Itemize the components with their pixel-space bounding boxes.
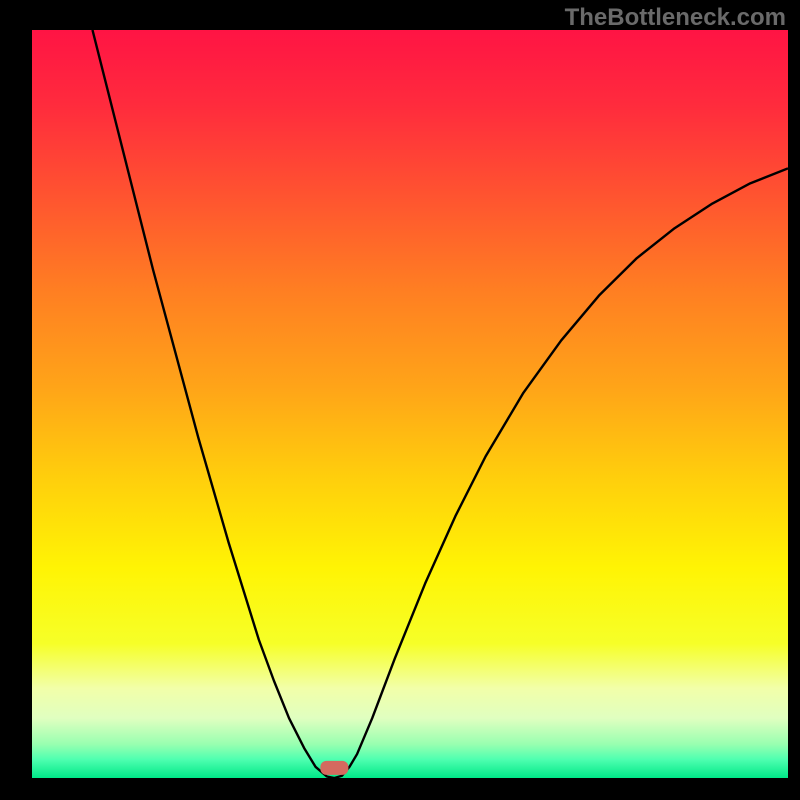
chart-container: TheBottleneck.com: [0, 0, 800, 800]
min-marker: [321, 760, 348, 774]
watermark-text: TheBottleneck.com: [565, 4, 786, 32]
border-bottom: [0, 778, 800, 800]
bottleneck-curve: [92, 30, 788, 778]
curve-svg: [32, 30, 788, 778]
plot-area: [32, 30, 788, 778]
border-right: [788, 0, 800, 800]
border-left: [0, 0, 32, 800]
